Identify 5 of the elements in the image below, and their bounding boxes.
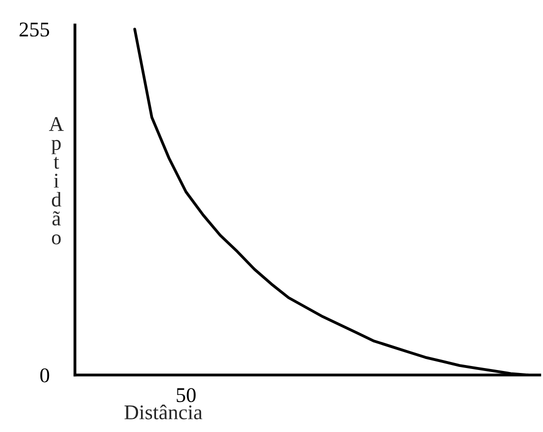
x-axis-title: Distância [124, 404, 202, 420]
y-axis-title: Aptidão [49, 117, 64, 244]
x-tick-label: 50 [176, 388, 196, 402]
y-tick-label: 0 [40, 368, 50, 382]
y-tick-label: 255 [20, 22, 50, 37]
